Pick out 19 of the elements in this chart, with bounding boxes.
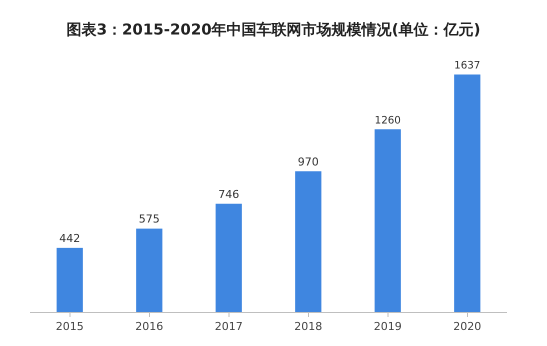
data-label: 1637	[454, 60, 480, 72]
data-label: 1260	[374, 114, 401, 126]
bar	[56, 248, 83, 312]
x-tick-label: 2018	[294, 320, 322, 334]
data-label: 575	[138, 212, 160, 226]
bar	[295, 171, 322, 312]
bar	[216, 204, 242, 312]
bar	[374, 129, 401, 312]
bar	[454, 74, 480, 312]
x-tick-label: 2015	[56, 320, 84, 334]
bar	[136, 228, 162, 312]
x-tick-label: 2020	[453, 320, 482, 334]
data-label: 442	[59, 232, 80, 245]
x-tick-label: 2017	[214, 320, 243, 334]
data-label: 970	[298, 155, 319, 168]
x-tick-label: 2016	[135, 320, 164, 334]
x-tick-label: 2019	[374, 320, 402, 334]
data-label: 746	[218, 188, 240, 201]
chart-title: 图表3：2015-2020年中国车联网市场规模情况(单位：亿元)	[66, 20, 480, 39]
